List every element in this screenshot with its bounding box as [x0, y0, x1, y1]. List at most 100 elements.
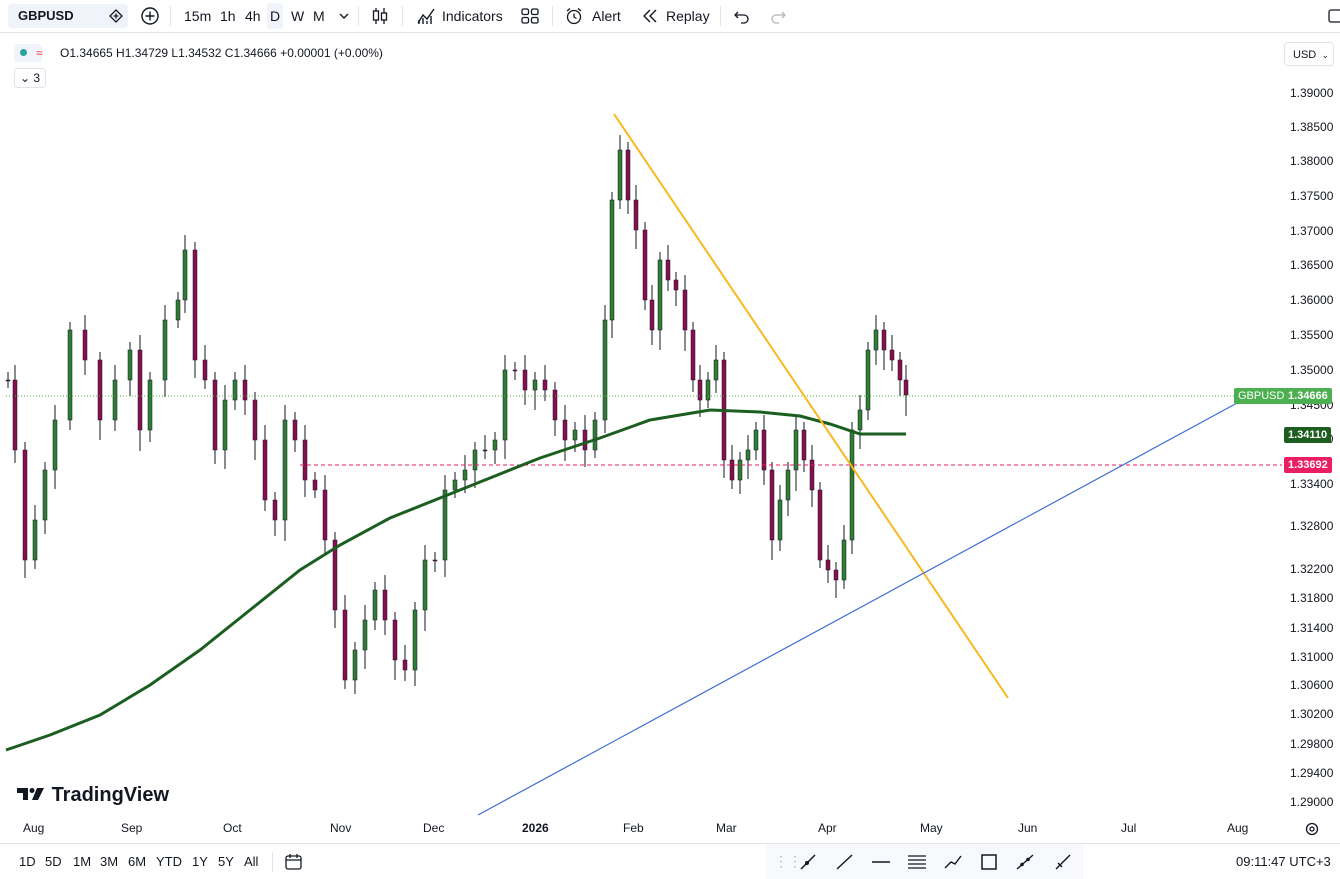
candle-body	[292, 419, 298, 441]
candle-body	[442, 489, 448, 561]
candle-body	[633, 199, 639, 231]
pencil-tool-icon[interactable]	[798, 852, 820, 872]
candle-body	[492, 439, 498, 451]
range-ytd[interactable]: YTD	[156, 854, 182, 869]
interval-m[interactable]: M	[313, 8, 325, 24]
candle-body	[302, 439, 308, 481]
time-axis-label: 2026	[522, 821, 549, 835]
candle-body	[673, 279, 679, 291]
interval-15m[interactable]: 15m	[184, 8, 212, 24]
price-axis-label: 1.36500	[1290, 258, 1334, 272]
collapse-count: 3	[33, 71, 41, 85]
price-axis-label: 1.29400	[1290, 766, 1334, 780]
path-tool-icon[interactable]	[942, 852, 964, 872]
candle-body	[462, 469, 468, 481]
symbol-name[interactable]: GBPUSD	[18, 8, 74, 23]
range-5d[interactable]: 5D	[45, 854, 62, 869]
interval-w[interactable]: W	[291, 8, 305, 24]
range-3m[interactable]: 3M	[100, 854, 119, 869]
brand-name: TradingView	[51, 784, 170, 806]
fib-tool-icon[interactable]	[906, 852, 928, 872]
candle-body	[682, 289, 688, 331]
separator	[170, 6, 171, 26]
price-axis-label: 1.38500	[1290, 120, 1334, 134]
candle-body	[552, 389, 558, 421]
candle-body	[512, 369, 518, 372]
candle-body	[332, 539, 338, 611]
candle-body	[22, 449, 28, 561]
brush-tool-icon[interactable]	[1052, 852, 1074, 872]
fullscreen-icon[interactable]	[1326, 6, 1340, 26]
candle-body	[542, 379, 548, 391]
market-status-dot	[20, 49, 27, 56]
candle-body	[67, 329, 73, 421]
range-all[interactable]: All	[244, 854, 259, 869]
indicators-collapse-button[interactable]: ⌄ 3	[14, 68, 46, 88]
range-1d[interactable]: 1D	[19, 854, 36, 869]
chevron-down-icon[interactable]	[334, 6, 354, 26]
range-6m[interactable]: 6M	[128, 854, 147, 869]
interval-4h[interactable]: 4h	[245, 8, 261, 24]
candle-body	[769, 469, 775, 541]
legend-toggle[interactable]	[14, 44, 42, 62]
redo-icon[interactable]	[768, 6, 788, 26]
candle-body	[729, 459, 735, 481]
interval-1h[interactable]: 1h	[220, 8, 236, 24]
ma-value-tag: 1.34110	[1284, 427, 1332, 443]
candle-body	[642, 229, 648, 301]
gear-icon[interactable]	[1304, 821, 1320, 837]
candle-body	[242, 379, 248, 401]
candle-body	[312, 479, 318, 491]
interval-d-active[interactable]: D	[267, 3, 283, 29]
range-5y[interactable]: 5Y	[218, 854, 234, 869]
candle-body	[572, 429, 578, 441]
candle-body	[12, 379, 18, 451]
candle-body	[625, 149, 631, 201]
indicators-button[interactable]: Indicators	[442, 8, 503, 24]
rectangle-tool-icon[interactable]	[978, 852, 1000, 872]
time-axis-label: Dec	[423, 821, 445, 835]
price-axis-label: 1.35500	[1290, 328, 1334, 342]
indicators-icon[interactable]	[416, 6, 436, 26]
candle-body	[761, 429, 767, 471]
drag-handle-icon[interactable]: ⋮⋮	[774, 853, 802, 869]
candles-icon[interactable]	[370, 6, 390, 26]
candle-body	[889, 349, 895, 361]
price-chart[interactable]	[0, 33, 1340, 843]
candle-body	[825, 559, 831, 571]
ray-tool-icon[interactable]	[1014, 852, 1036, 872]
range-1m[interactable]: 1M	[73, 854, 92, 869]
price-axis-label: 1.29800	[1290, 737, 1334, 751]
time-axis-label: Mar	[716, 821, 737, 835]
tradingview-logo: TradingView	[16, 784, 169, 808]
candle-body	[502, 369, 508, 441]
candle-body	[713, 359, 719, 381]
undo-icon[interactable]	[732, 6, 752, 26]
price-axis-label: 1.30600	[1290, 678, 1334, 692]
wave-icon: ≈	[36, 46, 43, 60]
last-price-tag: 1.34666	[1284, 388, 1332, 404]
layout-grid-icon[interactable]	[520, 6, 540, 26]
symbol-search-box[interactable]: GBPUSD	[8, 4, 128, 28]
range-1y[interactable]: 1Y	[192, 854, 208, 869]
candle-body	[617, 149, 623, 201]
candle-body	[873, 329, 879, 351]
plus-circle-icon[interactable]	[140, 6, 160, 26]
alert-button[interactable]: Alert	[592, 8, 621, 24]
hline-value-tag: 1.33692	[1284, 457, 1332, 473]
trendline-tool-icon[interactable]	[834, 852, 856, 872]
candle-body	[690, 329, 696, 381]
currency-selector[interactable]: USD ⌄	[1284, 42, 1334, 66]
candle-body	[609, 199, 615, 321]
horizontal-line-tool-icon[interactable]	[870, 852, 892, 872]
diamond-plus-icon[interactable]	[108, 8, 124, 24]
replay-button[interactable]: Replay	[666, 8, 710, 24]
candle-body	[881, 329, 887, 351]
candle-body	[32, 519, 38, 561]
price-axis-label: 1.32800	[1290, 519, 1334, 533]
candle-body	[657, 259, 663, 331]
rewind-icon[interactable]	[640, 6, 660, 26]
candle-body	[272, 499, 278, 521]
alarm-clock-icon[interactable]	[564, 6, 584, 26]
calendar-goto-icon[interactable]	[283, 852, 305, 872]
